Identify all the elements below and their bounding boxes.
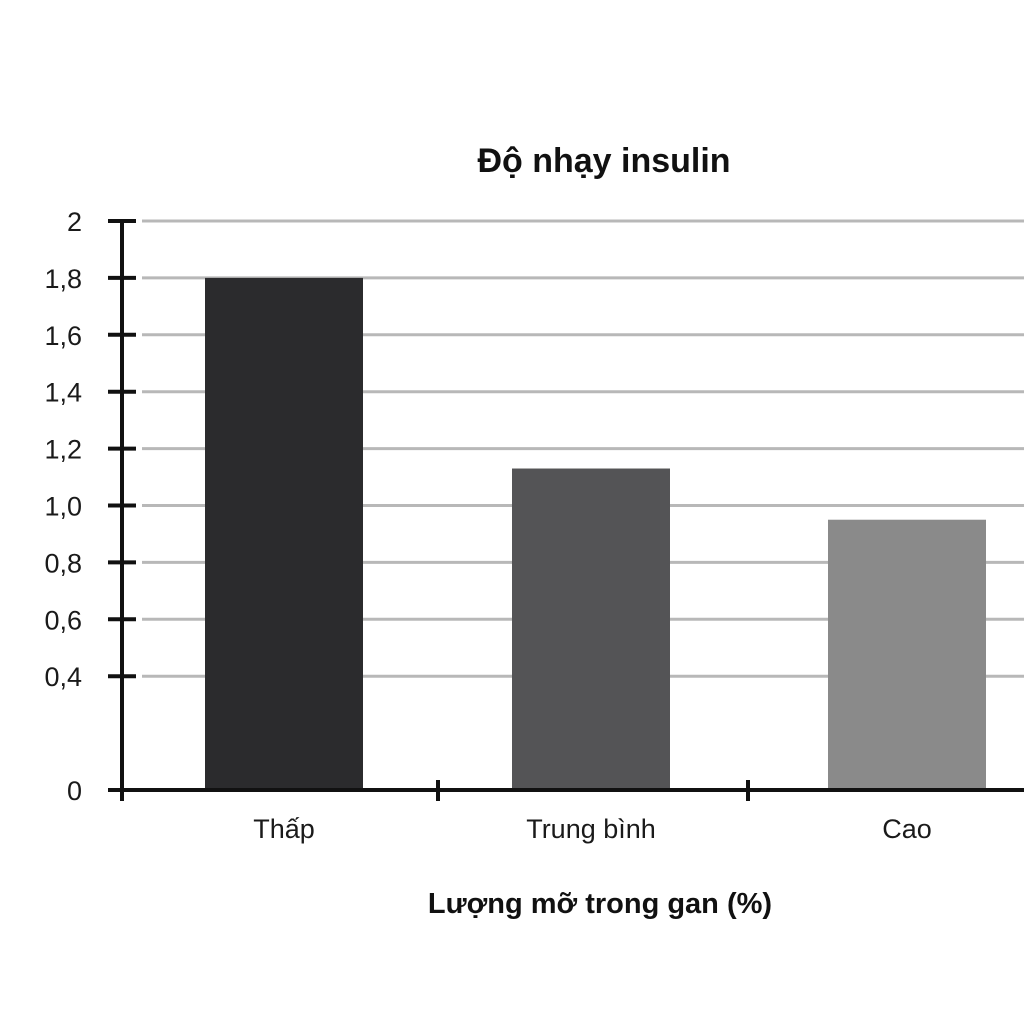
y-tick-label: 1,6 <box>44 321 82 351</box>
y-tick-label: 0,6 <box>44 605 82 635</box>
y-tick-label: 1,2 <box>44 435 82 465</box>
chart-title: Độ nhạy insulin <box>477 142 730 180</box>
y-tick-label: 0 <box>67 776 82 806</box>
bar-3 <box>828 519 986 790</box>
x-tick-label: Cao <box>882 814 932 844</box>
y-tick-label: 1,8 <box>44 264 82 294</box>
x-tick-label: Trung bình <box>526 814 656 844</box>
bar-1 <box>205 277 363 790</box>
y-ticks: 0 0,4 0,6 0,8 1,0 1,2 1,4 1,6 1,8 2 <box>44 207 136 806</box>
y-tick-label: 0,8 <box>44 548 82 578</box>
y-tick-label: 1,4 <box>44 378 82 408</box>
y-tick-label: 2 <box>67 207 82 237</box>
y-tick-label: 1,0 <box>44 492 82 522</box>
y-tick-label: 0,4 <box>44 662 82 692</box>
x-axis-label: Lượng mỡ trong gan (%) <box>428 888 772 920</box>
bar-2 <box>512 468 670 790</box>
x-ticks: Thấp Trung bình Cao <box>120 780 932 844</box>
bars <box>205 277 986 790</box>
x-tick-label: Thấp <box>253 814 315 844</box>
